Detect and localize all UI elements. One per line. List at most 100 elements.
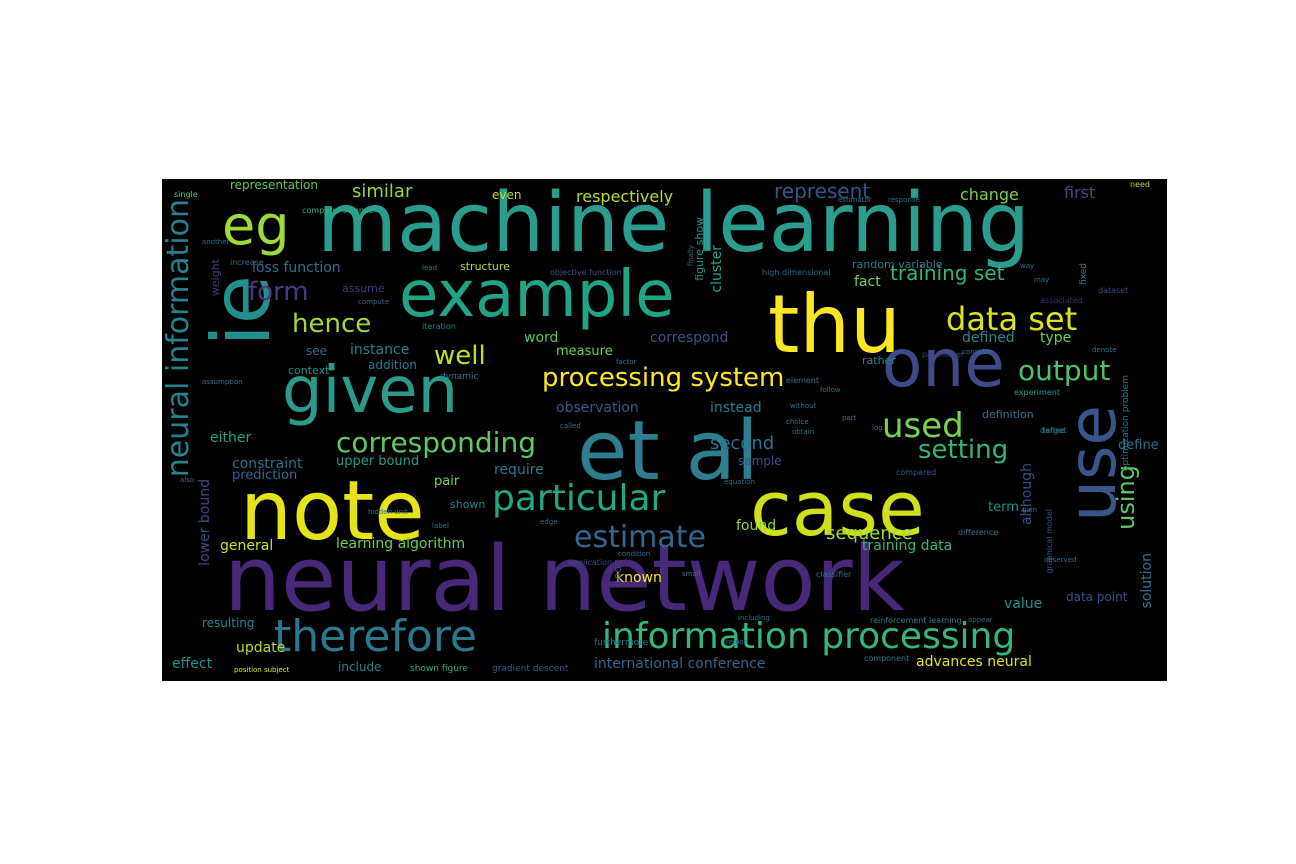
cloud-word: case bbox=[750, 464, 925, 553]
cloud-word: fixed bbox=[1079, 263, 1089, 285]
cloud-word: setting bbox=[918, 435, 1009, 465]
cloud-word: including bbox=[738, 614, 770, 622]
cloud-word: although bbox=[1019, 463, 1035, 526]
cloud-word: pair bbox=[434, 474, 460, 489]
cloud-word: instead bbox=[710, 400, 762, 416]
cloud-word: rather bbox=[862, 354, 896, 367]
cloud-word: denote bbox=[1092, 346, 1117, 354]
cloud-word: addition bbox=[368, 358, 417, 372]
cloud-word: consider bbox=[962, 348, 992, 356]
cloud-word: example bbox=[399, 258, 675, 332]
cloud-word: eg bbox=[222, 194, 290, 257]
cloud-word: known bbox=[616, 570, 662, 586]
cloud-word: target bbox=[1042, 426, 1067, 435]
cloud-word: training set bbox=[890, 261, 1005, 285]
cloud-word: respectively bbox=[576, 187, 674, 206]
cloud-word: estimator bbox=[838, 196, 872, 204]
cloud-word: element bbox=[786, 376, 819, 385]
cloud-word: factor bbox=[616, 358, 637, 366]
cloud-word: objective function bbox=[550, 268, 622, 277]
cloud-word: gain bbox=[1022, 506, 1038, 514]
cloud-word: see bbox=[306, 344, 328, 358]
cloud-word: correspond bbox=[650, 330, 729, 346]
cloud-word: one bbox=[882, 325, 1005, 402]
cloud-word: classifier bbox=[816, 570, 852, 579]
cloud-word: label bbox=[432, 522, 449, 530]
cloud-word: choice bbox=[786, 418, 809, 426]
cloud-word: define bbox=[1040, 426, 1066, 435]
cloud-word: context bbox=[288, 364, 330, 377]
cloud-word: require bbox=[494, 462, 544, 478]
cloud-word: also bbox=[180, 476, 195, 484]
cloud-word: may bbox=[1034, 276, 1050, 284]
cloud-word: equation bbox=[724, 478, 755, 486]
cloud-word: edge bbox=[540, 518, 558, 526]
cloud-word: observation bbox=[556, 400, 639, 416]
cloud-word: et al bbox=[577, 404, 759, 499]
cloud-word: machine learning bbox=[317, 179, 1030, 271]
cloud-word: loss function bbox=[252, 260, 341, 276]
cloud-word: learning algorithm bbox=[336, 536, 466, 552]
cloud-word: furthermore bbox=[594, 638, 649, 648]
cloud-word: advances neural bbox=[916, 654, 1032, 670]
cloud-word: term bbox=[988, 500, 1019, 515]
cloud-word: neural information bbox=[162, 199, 196, 478]
cloud-word: part bbox=[842, 414, 857, 422]
cloud-word: define bbox=[1118, 438, 1159, 453]
cloud-word: effect bbox=[172, 656, 213, 672]
cloud-word: neural network bbox=[224, 527, 905, 632]
cloud-word: shown bbox=[450, 498, 486, 511]
cloud-word: definition bbox=[982, 408, 1034, 421]
cloud-word: data point bbox=[1066, 590, 1128, 604]
cloud-word: another bbox=[202, 238, 230, 246]
cloud-word: small bbox=[682, 570, 701, 578]
cloud-word: include bbox=[338, 660, 382, 674]
cloud-word: therefore bbox=[274, 611, 478, 662]
cloud-word: figure show bbox=[693, 217, 706, 281]
cloud-word: experiment bbox=[1014, 388, 1060, 397]
cloud-word: thu bbox=[768, 278, 901, 371]
cloud-word: application bbox=[568, 558, 613, 567]
cloud-word: dataset bbox=[1098, 286, 1129, 295]
cloud-word: even bbox=[492, 188, 522, 202]
cloud-word: lead bbox=[422, 264, 437, 272]
cloud-word: shown figure bbox=[410, 664, 468, 674]
cloud-word: word bbox=[524, 330, 559, 346]
word-cloud: machine learning neural network example et … bbox=[162, 179, 1167, 681]
cloud-word: training data bbox=[862, 538, 953, 554]
cloud-word: response bbox=[888, 196, 920, 204]
cloud-word: represent bbox=[774, 179, 871, 203]
cloud-word: found bbox=[736, 518, 777, 534]
cloud-word: either bbox=[210, 430, 252, 446]
cloud-word: computer science bbox=[302, 206, 374, 215]
cloud-word: called bbox=[560, 422, 581, 430]
cloud-word: update bbox=[236, 640, 286, 656]
cloud-word: sample bbox=[738, 454, 782, 468]
cloud-word: component bbox=[864, 654, 910, 663]
cloud-word: dynamic bbox=[440, 372, 479, 382]
cloud-word: instance bbox=[350, 342, 410, 358]
cloud-word: cluster bbox=[709, 245, 725, 293]
cloud-word: lower bound bbox=[197, 479, 213, 566]
cloud-word: follow bbox=[820, 386, 841, 394]
cloud-word: form bbox=[248, 277, 309, 307]
cloud-word: second bbox=[710, 433, 775, 454]
cloud-word: appear bbox=[968, 616, 993, 624]
cloud-word: parameter bbox=[922, 350, 965, 359]
cloud-word: way bbox=[1020, 262, 1035, 270]
cloud-word: node bbox=[611, 559, 624, 587]
cloud-word: output bbox=[1018, 354, 1111, 387]
cloud-word: without bbox=[790, 402, 817, 410]
cloud-word: optimization problem bbox=[1121, 375, 1131, 472]
cloud-word: log bbox=[872, 424, 883, 432]
cloud-word: well bbox=[434, 341, 486, 371]
cloud-word: given bbox=[282, 354, 459, 428]
cloud-word: condition bbox=[618, 550, 651, 558]
cloud-word: hidden unit bbox=[368, 508, 408, 516]
cloud-word: compute bbox=[358, 298, 389, 306]
cloud-word: gradient descent bbox=[492, 664, 569, 674]
cloud-word: representation bbox=[230, 179, 319, 192]
cloud-word: estimate bbox=[574, 520, 707, 555]
cloud-word: particular bbox=[492, 478, 666, 519]
cloud-word: note bbox=[240, 464, 425, 559]
